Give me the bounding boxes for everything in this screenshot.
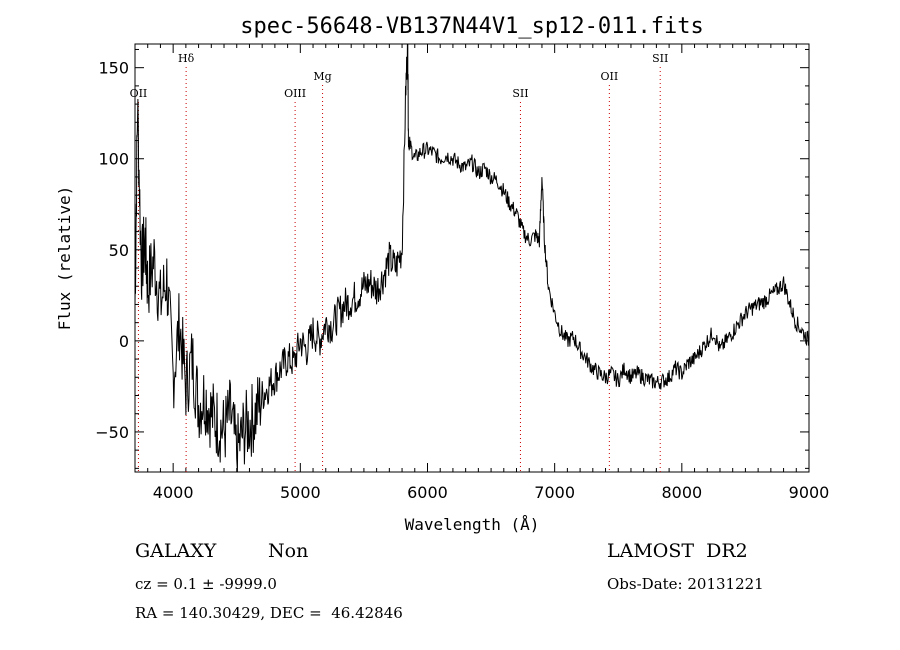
axis-ticks: 4000 5000 6000 7000 8000 9000 −50 0 50 100 150 xyxy=(95,44,829,502)
x-tick-label: 7000 xyxy=(534,483,575,502)
spectral-line-label: SII xyxy=(652,52,668,65)
y-tick-label: 150 xyxy=(98,59,129,78)
coordinates-text: RA = 140.30429, DEC = 46.42846 xyxy=(135,604,403,622)
x-tick-label: 5000 xyxy=(280,483,321,502)
object-type: GALAXY xyxy=(135,540,217,562)
series-group xyxy=(134,43,810,473)
spectral-line-markers: OII Hδ OIII Mg SII OII SII xyxy=(130,52,668,472)
x-axis-label: Wavelength (Å) xyxy=(405,515,540,534)
y-tick-label: 50 xyxy=(109,241,129,260)
survey-label: LAMOST DR2 xyxy=(607,540,748,562)
spectral-line-label: OII xyxy=(130,87,148,100)
spectrum-line xyxy=(134,43,810,473)
redshift-text: cz = 0.1 ± -9999.0 xyxy=(135,575,277,593)
x-tick-label: 9000 xyxy=(789,483,830,502)
spectral-line-label: OII xyxy=(600,70,618,83)
chart-title: spec-56648-VB137N44V1_sp12-011.fits xyxy=(240,14,704,39)
x-tick-label: 8000 xyxy=(661,483,702,502)
observation-date: Obs-Date: 20131221 xyxy=(607,575,764,593)
y-axis-label: Flux (relative) xyxy=(55,186,74,331)
y-tick-label: 0 xyxy=(119,332,129,351)
plot-frame xyxy=(134,43,810,473)
y-tick-label: −50 xyxy=(95,423,129,442)
y-tick-label: 100 xyxy=(98,150,129,169)
spectral-line-label: Hδ xyxy=(178,52,195,65)
spectral-line-label: Mg xyxy=(313,70,331,83)
spectral-line-label: OIII xyxy=(284,87,306,100)
object-subclass: Non xyxy=(268,540,309,562)
x-tick-label: 4000 xyxy=(153,483,194,502)
x-tick-label: 6000 xyxy=(407,483,448,502)
spectral-line-label: SII xyxy=(512,87,528,100)
